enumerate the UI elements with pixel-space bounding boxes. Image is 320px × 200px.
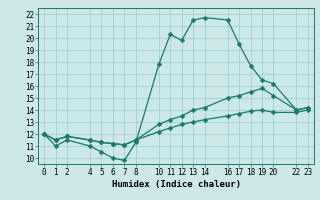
X-axis label: Humidex (Indice chaleur): Humidex (Indice chaleur): [111, 180, 241, 189]
